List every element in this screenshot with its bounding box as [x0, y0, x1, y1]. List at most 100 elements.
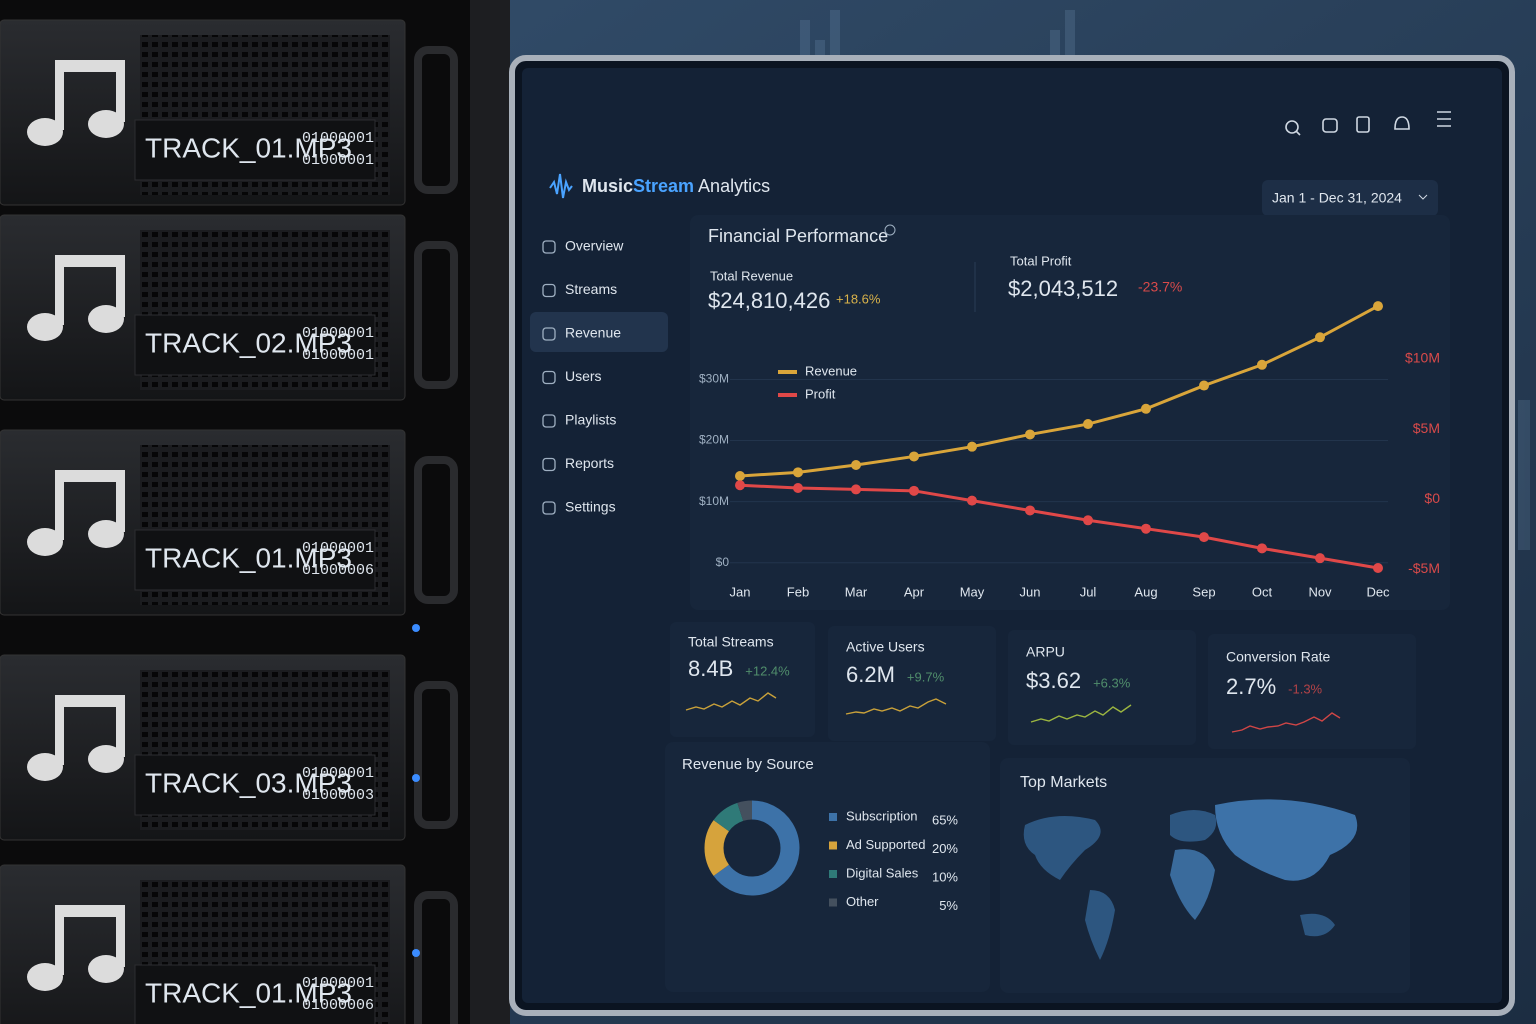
x-tick-label: Feb: [787, 584, 809, 599]
label-plate: [134, 964, 376, 1024]
kpi-change: +18.6%: [836, 291, 881, 306]
legend-swatch: [829, 841, 837, 850]
legend-label: Other: [846, 894, 879, 909]
x-tick-label: Jun: [1020, 584, 1041, 599]
nav-item[interactable]: Revenue: [542, 325, 621, 341]
nav-icon: [542, 370, 556, 385]
binary-code: 01000006: [302, 562, 374, 579]
nav-item[interactable]: Settings: [542, 499, 616, 515]
data-point: [793, 467, 803, 478]
x-tick-label: Mar: [845, 584, 868, 599]
brand[interactable]: MusicStream Analytics: [582, 176, 770, 196]
nav-label: Reports: [565, 455, 614, 471]
legend-label: Digital Sales: [846, 865, 919, 880]
data-point: [1373, 562, 1383, 573]
card-change: +6.3%: [1093, 675, 1131, 690]
nav-item[interactable]: Overview: [542, 238, 624, 254]
nav-item[interactable]: Users: [542, 368, 602, 385]
chevron: [1418, 194, 1428, 200]
y2-tick-label: $10M: [1405, 350, 1440, 366]
date-range: Jan 1 - Dec 31, 2024: [1272, 190, 1402, 206]
label-plate: [134, 529, 376, 591]
rack-handle: [414, 456, 458, 604]
kpi-label: Total Revenue: [710, 268, 793, 283]
inbox-icon[interactable]: [1322, 118, 1338, 133]
value-label: 65%: [932, 812, 958, 827]
data-point: [1083, 419, 1093, 430]
binary-code: 01000001: [302, 975, 374, 992]
legend-swatch: [829, 870, 837, 878]
data-point: [793, 483, 803, 494]
card-title: Conversion Rate: [1226, 649, 1330, 665]
binary-code: 01000001: [302, 347, 374, 364]
y-tick-label: $10M: [699, 494, 729, 508]
led: [412, 624, 420, 632]
kpi-label: Total Profit: [1010, 253, 1072, 268]
sparklines: [685, 692, 1341, 733]
nav-label: Overview: [565, 238, 624, 254]
brand-analytics: Analytics: [698, 176, 770, 196]
bell-icon[interactable]: [1394, 116, 1410, 130]
rack-handle: [414, 891, 458, 1024]
kpi-card: [1208, 634, 1416, 749]
nav-item[interactable]: Streams: [542, 281, 617, 298]
donut-chart: Revenue by Source Subscription 65% Ad Suppo…: [682, 756, 958, 913]
data-point: [1025, 505, 1035, 516]
nav-icon: [542, 283, 556, 298]
data-point: [1373, 301, 1383, 312]
legend-label: Ad Supported: [846, 837, 926, 852]
date-picker[interactable]: [1262, 180, 1438, 216]
y2-tick-label: -$5M: [1408, 560, 1440, 576]
x-tick-label: Oct: [1252, 584, 1273, 599]
kpi-cards: Total Streams 8.4B +12.4% Active Users 6.2M +…: [670, 622, 1416, 749]
x-tick-label: May: [960, 584, 985, 599]
binary-code: 01000001: [302, 540, 374, 557]
data-point: [1315, 332, 1325, 343]
y-tick-label: $20M: [699, 433, 729, 447]
binary-code: 01000001: [302, 152, 374, 169]
donut-segment: [704, 820, 730, 876]
x-tick-label: Dec: [1366, 584, 1390, 599]
card-change: -1.3%: [1288, 681, 1322, 696]
led: [412, 774, 420, 782]
x-tick-label: Jul: [1080, 584, 1097, 599]
label-plate: [134, 119, 376, 181]
value-label: 10%: [932, 869, 958, 884]
nav-item[interactable]: Reports: [542, 455, 614, 471]
data-point: [735, 480, 745, 491]
menu-icon[interactable]: [1437, 111, 1451, 127]
x-tick-label: Nov: [1308, 584, 1332, 599]
nav-icon: [542, 327, 556, 341]
binary-code: 01000006: [302, 997, 374, 1014]
donut-segment: [713, 802, 744, 832]
series-line: [739, 483, 1379, 570]
legend-label: Subscription: [846, 808, 918, 823]
data-point: [1141, 523, 1151, 534]
nav-label: Streams: [565, 281, 617, 297]
doc-icon[interactable]: [1356, 116, 1370, 133]
x-tick-label: Sep: [1192, 584, 1215, 599]
header-icons: [1285, 111, 1451, 136]
nav-item[interactable]: Playlists: [542, 412, 616, 428]
kpi-card: [828, 626, 996, 741]
card-title: Active Users: [846, 639, 925, 655]
binary-code: 01000001: [302, 325, 374, 342]
kpi-value: $2,043,512: [1008, 276, 1118, 301]
world-map: [1023, 799, 1358, 960]
panel-title: Financial Performance: [708, 226, 888, 246]
data-point: [967, 441, 977, 452]
data-point: [1199, 380, 1209, 391]
card-change: +9.7%: [907, 669, 945, 684]
donut-segment: [713, 800, 800, 896]
search-icon[interactable]: [1285, 120, 1299, 134]
kpi-change: -23.7%: [1138, 279, 1182, 295]
y2-tick-label: $0: [1424, 490, 1440, 506]
rack-rail: [470, 0, 510, 1024]
info-icon[interactable]: [884, 224, 896, 236]
track-label: TRACK_02.MP3: [145, 327, 352, 358]
data-point: [1141, 403, 1151, 414]
kpi-value: $24,810,426: [708, 288, 830, 313]
rack-handle: [414, 681, 458, 829]
y-tick-label: $30M: [699, 372, 729, 386]
x-tick-label: Aug: [1134, 584, 1157, 599]
